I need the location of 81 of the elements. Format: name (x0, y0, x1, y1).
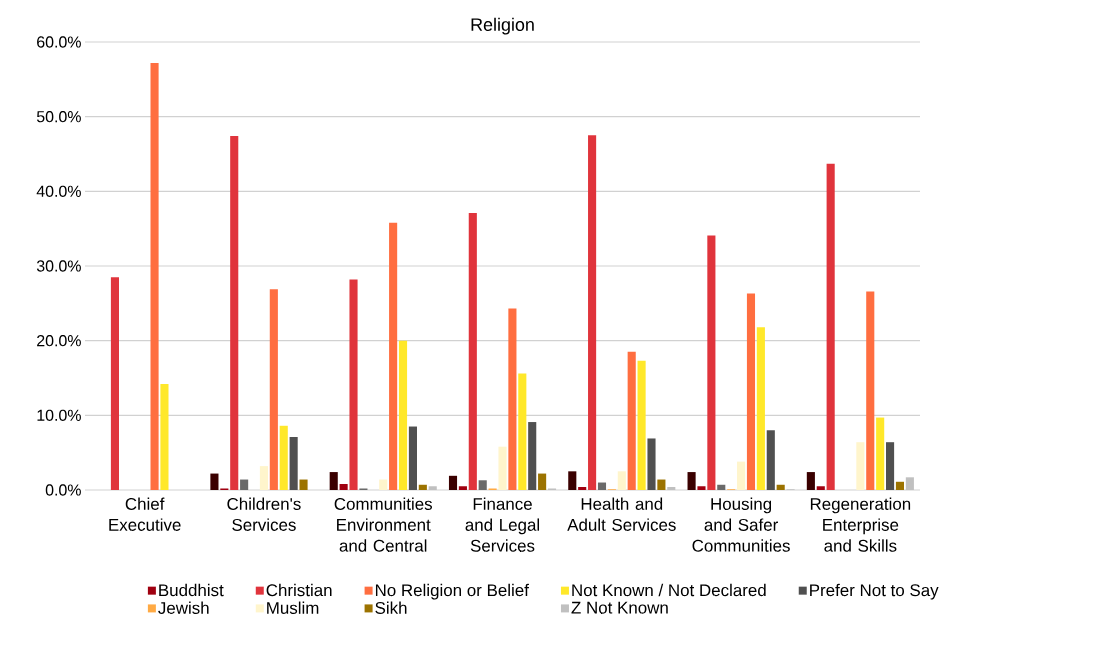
bar (259, 466, 268, 490)
bar (279, 425, 288, 490)
bar (647, 438, 656, 490)
y-tick-label: 40.0% (36, 185, 81, 197)
bar (717, 484, 726, 490)
bar (110, 277, 119, 490)
bar (856, 442, 865, 490)
bar (240, 479, 249, 490)
y-tick-label: 30.0% (36, 260, 81, 272)
y-tick-label: 50.0% (36, 111, 81, 123)
y-tick-label: 0.0% (45, 484, 81, 496)
bar (498, 446, 507, 490)
bar (329, 472, 338, 490)
y-tick-label: 10.0% (37, 409, 81, 421)
bar (379, 479, 388, 490)
bar (776, 484, 785, 490)
bar (876, 417, 885, 490)
bar (737, 461, 746, 490)
bar (538, 473, 547, 490)
bar (627, 351, 636, 490)
bar (756, 327, 765, 490)
y-tick-label: 20.0% (37, 335, 81, 347)
bar (428, 486, 437, 490)
bar (866, 291, 875, 490)
legend-label: Buddhist (159, 583, 224, 597)
legend-label: Prefer Not to Say (810, 583, 939, 600)
legend-label: Muslim (267, 601, 319, 614)
x-tick-label: Regeneration Enterprise and Skills (810, 497, 911, 552)
bar (617, 471, 626, 490)
bar (816, 486, 825, 490)
bar (210, 473, 219, 490)
bar (578, 487, 587, 490)
chart-title: Religion (471, 17, 534, 35)
bar (766, 430, 775, 490)
bar (458, 486, 467, 490)
x-tick-label: Children's Services (227, 497, 301, 531)
bar (349, 279, 358, 490)
bar (230, 136, 239, 490)
bar (150, 62, 159, 490)
x-tick-label: Health and Adult Services (567, 497, 676, 531)
legend-label: Z Not Known (571, 601, 668, 614)
bar (299, 479, 308, 490)
bar (468, 212, 477, 490)
y-tick-label: 60.0% (37, 36, 81, 48)
bar (806, 472, 815, 490)
bar (895, 481, 905, 490)
bar (478, 480, 487, 490)
bar (508, 308, 517, 490)
bar (826, 163, 835, 490)
bar (597, 482, 607, 490)
bar (398, 340, 408, 490)
bar (746, 293, 756, 490)
bar (160, 383, 169, 490)
x-tick-label: Communities Environment and Central (334, 497, 433, 552)
bar (905, 477, 914, 490)
x-tick-label: Chief Executive (109, 497, 181, 531)
bar (518, 373, 527, 490)
bar (389, 222, 398, 490)
bar (568, 471, 577, 490)
legend-label: No Religion or Belief (375, 583, 529, 600)
legend-label: Jewish (158, 601, 209, 614)
bar (528, 422, 537, 490)
bar (687, 472, 696, 490)
legend-label: Sikh (375, 601, 407, 614)
bar (886, 442, 895, 490)
bar (269, 289, 278, 490)
bar (448, 475, 458, 490)
bar (637, 360, 646, 490)
bar (697, 486, 706, 490)
legend-label: Not Known / Not Declared (572, 583, 766, 597)
x-tick-label: Housing and Safer Communities (692, 497, 790, 552)
bar (657, 479, 666, 490)
bar (667, 487, 676, 490)
bar (418, 484, 427, 490)
bar (707, 235, 716, 490)
bar (588, 135, 597, 490)
legend-label: Christian (266, 583, 332, 597)
bar (339, 484, 348, 490)
x-tick-label: Finance and Legal Services (465, 497, 540, 552)
bar (289, 436, 298, 490)
bar (408, 426, 417, 490)
